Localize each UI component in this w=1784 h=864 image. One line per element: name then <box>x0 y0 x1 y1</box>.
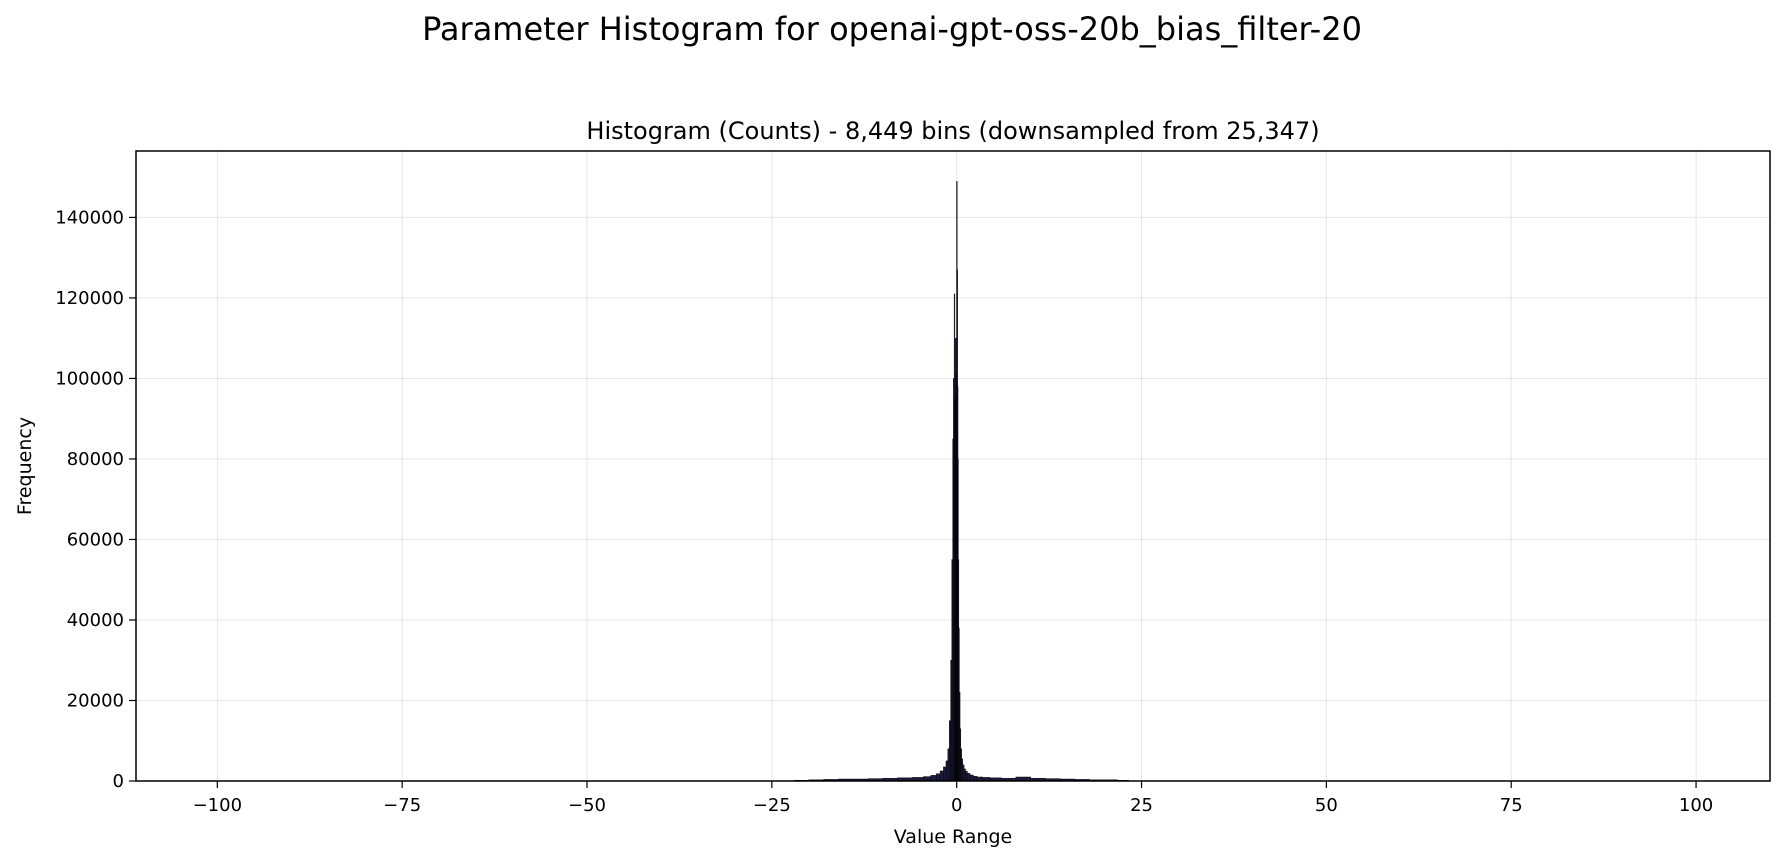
histogram-bar <box>963 768 966 782</box>
x-tick-label: 0 <box>951 795 962 816</box>
histogram-bar <box>967 773 971 782</box>
x-tick-label: 75 <box>1500 795 1523 816</box>
y-tick-label: 120000 <box>55 288 124 309</box>
x-tick-label: 25 <box>1130 795 1153 816</box>
x-axis-label: Value Range <box>894 826 1012 848</box>
histogram-bar <box>939 770 944 782</box>
x-tick-label: −50 <box>568 795 606 816</box>
x-tick-label: 100 <box>1679 795 1713 816</box>
y-tick-label: 0 <box>113 771 124 792</box>
plot-frame <box>135 150 1771 782</box>
histogram-bar <box>936 773 941 782</box>
y-axis-ticks: 0 20000 40000 60000 80000 100000 120000 140000 <box>55 207 136 792</box>
histogram-bar <box>965 771 968 782</box>
chart-title: Histogram (Counts) - 8,449 bins (downsam… <box>586 117 1319 145</box>
histogram-bar <box>945 760 949 782</box>
histogram-bar <box>969 774 974 782</box>
y-tick-label: 60000 <box>67 529 124 550</box>
y-tick-label: 140000 <box>55 207 124 228</box>
x-tick-label: −75 <box>383 795 421 816</box>
y-tick-label: 80000 <box>67 449 124 470</box>
x-tick-label: 50 <box>1315 795 1338 816</box>
x-tick-label: −100 <box>193 795 242 816</box>
y-tick-label: 100000 <box>55 368 124 389</box>
y-tick-label: 40000 <box>67 610 124 631</box>
y-axis-label: Frequency <box>14 417 36 515</box>
histogram-bar <box>947 748 950 782</box>
bars <box>793 180 1129 782</box>
figure-suptitle: Parameter Histogram for openai-gpt-oss-2… <box>422 10 1362 48</box>
x-tick-label: −25 <box>753 795 791 816</box>
x-axis-ticks: −100 −75 −50 −25 0 25 50 75 100 <box>193 781 1713 816</box>
y-tick-label: 20000 <box>67 690 124 711</box>
histogram-bar <box>930 775 937 782</box>
histogram-bar <box>943 766 947 782</box>
